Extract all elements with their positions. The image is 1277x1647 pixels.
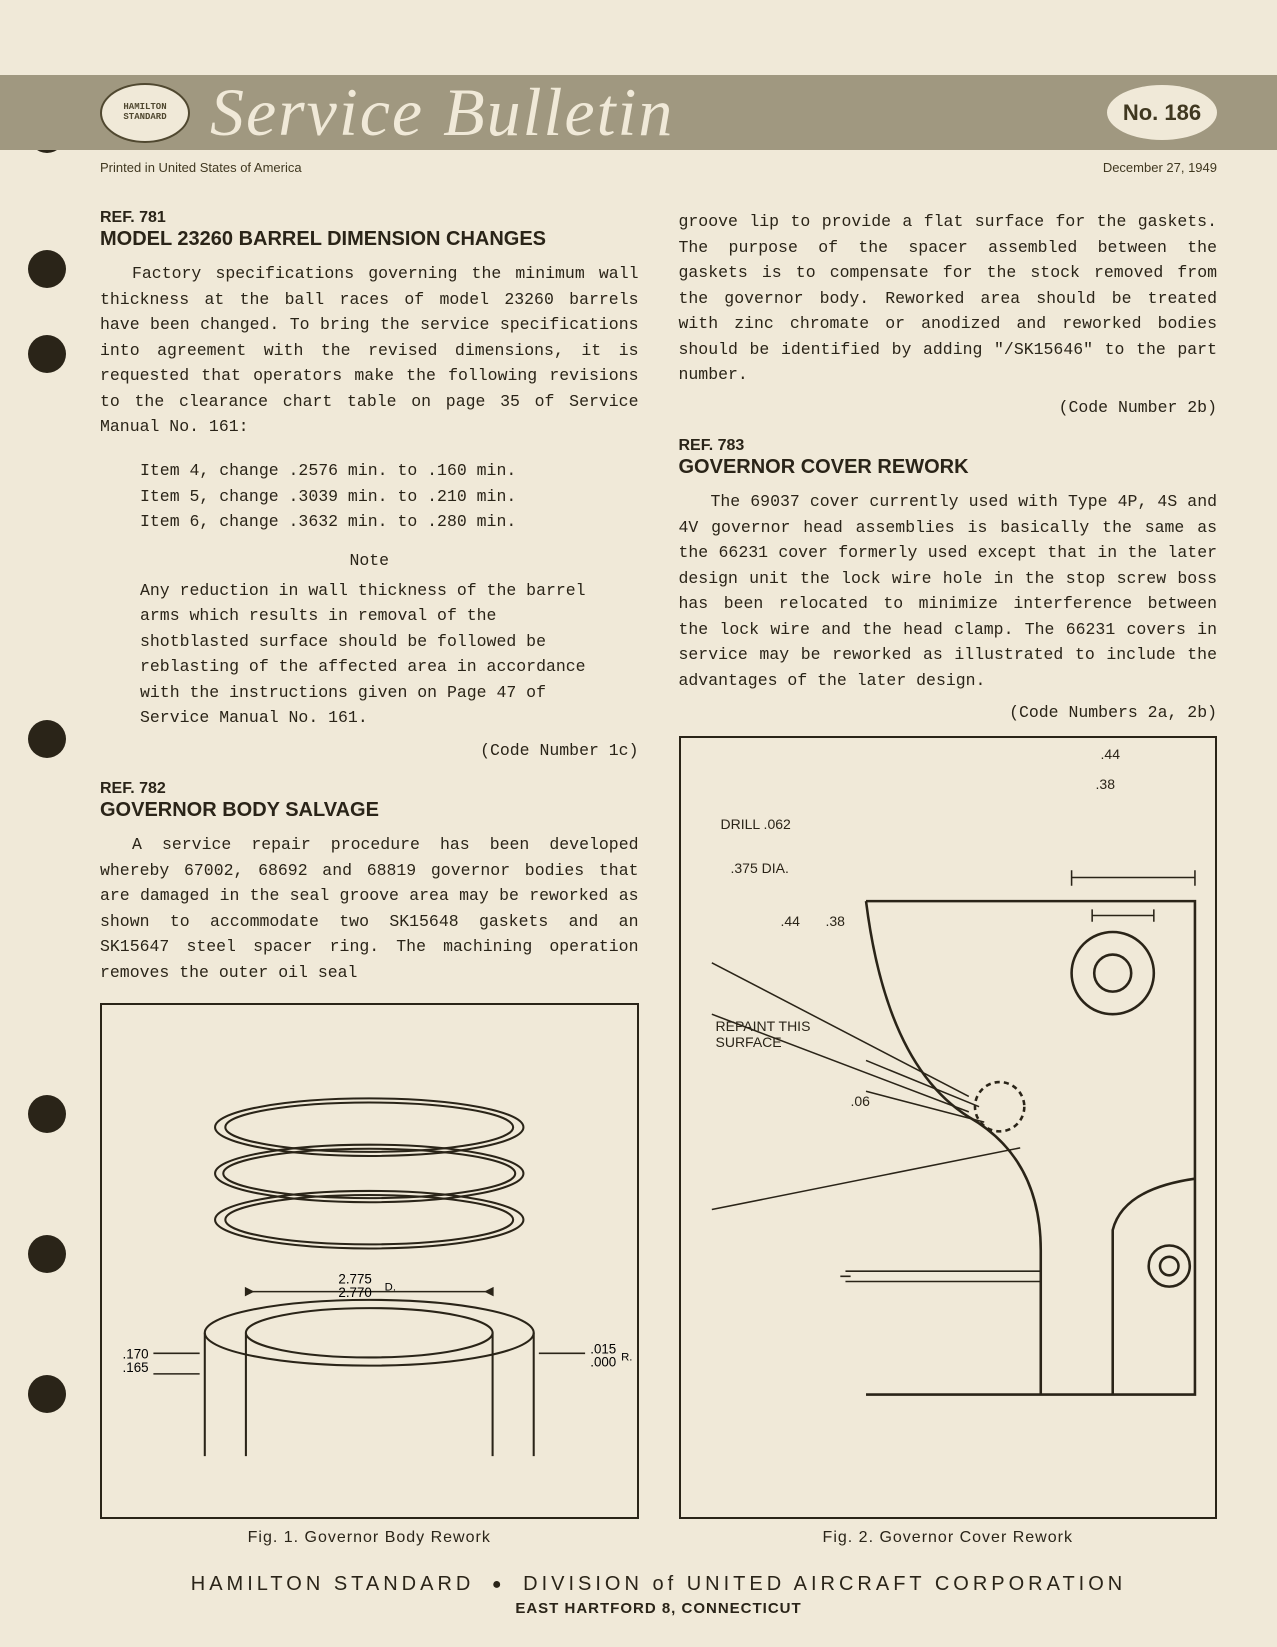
figure-2-caption: Fig. 2. Governor Cover Rework bbox=[679, 1529, 1218, 1547]
label-375dia: .375 DIA. bbox=[731, 860, 789, 876]
dim-38b: .38 bbox=[826, 913, 845, 929]
dim-r-suffix: R. bbox=[621, 1352, 632, 1364]
dim-44: .44 bbox=[1101, 746, 1120, 762]
ref-783-code: (Code Numbers 2a, 2b) bbox=[679, 703, 1218, 722]
item-row: Item 4, change .2576 min. to .160 min. bbox=[140, 458, 639, 484]
footer-company: HAMILTON STANDARD bbox=[191, 1573, 475, 1595]
dim-38: .38 bbox=[1096, 776, 1115, 792]
governor-body-diagram-icon: 2.775 2.770 D. .170 .165 .015 .000 R. bbox=[102, 1005, 637, 1517]
ref-781-code: (Code Number 1c) bbox=[100, 741, 639, 760]
footer: HAMILTON STANDARD ● DIVISION of UNITED A… bbox=[100, 1573, 1217, 1617]
punch-hole bbox=[28, 1235, 66, 1273]
ref-782-code: (Code Number 2b) bbox=[679, 398, 1218, 417]
dim-r2: .000 bbox=[590, 1355, 616, 1370]
punch-hole bbox=[28, 250, 66, 288]
footer-line2: EAST HARTFORD 8, CONNECTICUT bbox=[100, 1600, 1217, 1617]
logo-text: HAMILTON STANDARD bbox=[102, 103, 188, 123]
ref-783-title: GOVERNOR COVER REWORK bbox=[679, 455, 1218, 479]
date-label: December 27, 1949 bbox=[1103, 160, 1217, 175]
item-row: Item 5, change .3039 min. to .210 min. bbox=[140, 484, 639, 510]
column-left: REF. 781 MODEL 23260 BARREL DIMENSION CH… bbox=[100, 195, 639, 1547]
ref-781-label: REF. 781 bbox=[100, 209, 639, 227]
page: HAMILTON STANDARD Service Bulletin No. 1… bbox=[0, 0, 1277, 1647]
figure-2: .44 .38 DRILL .062 .375 DIA. .44 .38 REP… bbox=[679, 736, 1218, 1519]
label-drill: DRILL .062 bbox=[721, 816, 791, 832]
ref-783-label: REF. 783 bbox=[679, 437, 1218, 455]
dim-h2: .165 bbox=[123, 1360, 149, 1375]
column-right: groove lip to provide a flat surface for… bbox=[679, 195, 1218, 1547]
dim-06: .06 bbox=[851, 1093, 870, 1109]
ref-782-para1: A service repair procedure has been deve… bbox=[100, 832, 639, 985]
sub-header: Printed in United States of America Dece… bbox=[100, 160, 1217, 175]
ref-782-para2: groove lip to provide a flat surface for… bbox=[679, 209, 1218, 388]
ref-782-title: GOVERNOR BODY SALVAGE bbox=[100, 798, 639, 822]
punch-hole bbox=[28, 1095, 66, 1133]
dim-dia2: 2.770 bbox=[338, 1285, 371, 1300]
dim-44b: .44 bbox=[781, 913, 800, 929]
ref-781-para1: Factory specifications governing the min… bbox=[100, 261, 639, 440]
figure-1-caption: Fig. 1. Governor Body Rework bbox=[100, 1529, 639, 1547]
item-row: Item 6, change .3632 min. to .280 min. bbox=[140, 509, 639, 535]
footer-line1: HAMILTON STANDARD ● DIVISION of UNITED A… bbox=[100, 1573, 1217, 1596]
note-body: Any reduction in wall thickness of the b… bbox=[140, 578, 599, 731]
punch-hole bbox=[28, 1375, 66, 1413]
ref-782-label: REF. 782 bbox=[100, 780, 639, 798]
ref-781-items: Item 4, change .2576 min. to .160 min. I… bbox=[140, 458, 639, 535]
governor-cover-diagram-icon bbox=[681, 738, 1216, 1517]
content-area: REF. 781 MODEL 23260 BARREL DIMENSION CH… bbox=[100, 195, 1217, 1547]
footer-division: DIVISION of UNITED AIRCRAFT CORPORATION bbox=[523, 1573, 1126, 1595]
punch-hole bbox=[28, 720, 66, 758]
logo-icon: HAMILTON STANDARD bbox=[100, 83, 190, 143]
punch-hole bbox=[28, 335, 66, 373]
ref-783-para1: The 69037 cover currently used with Type… bbox=[679, 489, 1218, 694]
label-repaint: REPAINT THIS SURFACE bbox=[716, 1018, 811, 1050]
note-heading: Note bbox=[100, 551, 639, 570]
dot-icon: ● bbox=[492, 1576, 506, 1593]
issue-badge: No. 186 bbox=[1107, 85, 1217, 140]
figure-1: 2.775 2.770 D. .170 .165 .015 .000 R. bbox=[100, 1003, 639, 1519]
header-band: HAMILTON STANDARD Service Bulletin No. 1… bbox=[0, 75, 1277, 150]
ref-781-title: MODEL 23260 BARREL DIMENSION CHANGES bbox=[100, 227, 639, 251]
printed-label: Printed in United States of America bbox=[100, 160, 302, 175]
bulletin-title: Service Bulletin bbox=[210, 73, 1107, 152]
dim-dia-suffix: D. bbox=[385, 1282, 396, 1294]
